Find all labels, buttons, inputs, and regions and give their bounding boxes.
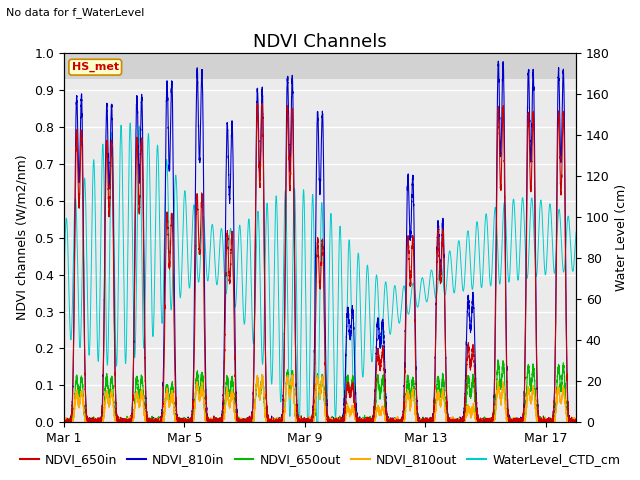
Legend: NDVI_650in, NDVI_810in, NDVI_650out, NDVI_810out, WaterLevel_CTD_cm: NDVI_650in, NDVI_810in, NDVI_650out, NDV… [15,448,625,471]
Y-axis label: Water Level (cm): Water Level (cm) [615,184,628,291]
Title: NDVI Channels: NDVI Channels [253,33,387,51]
Y-axis label: NDVI channels (W/m2/nm): NDVI channels (W/m2/nm) [16,155,29,321]
Bar [64,53,576,79]
Text: HS_met: HS_met [72,62,119,72]
Text: No data for f_WaterLevel: No data for f_WaterLevel [6,7,145,18]
